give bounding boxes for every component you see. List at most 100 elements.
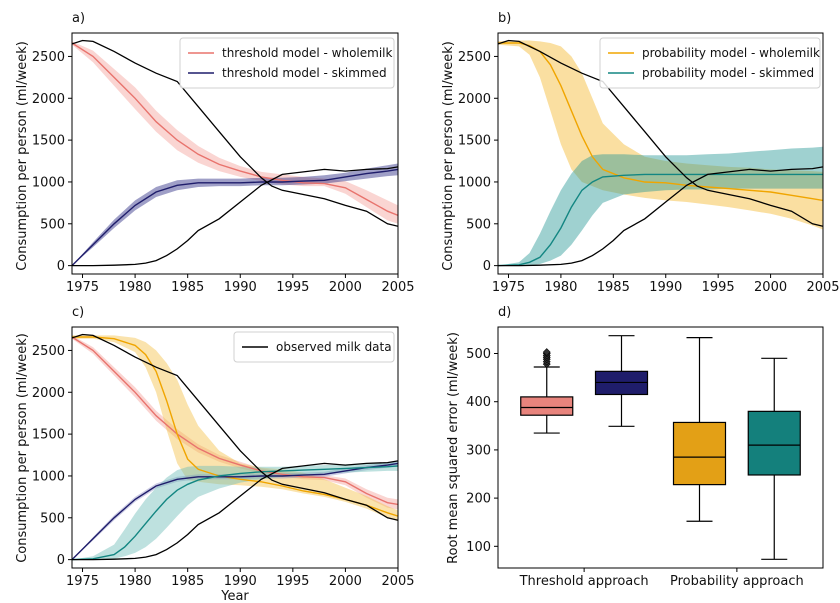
x-tick-label: 1985	[597, 280, 630, 295]
x-tick-label: 1990	[649, 280, 682, 295]
axes-frame	[497, 326, 824, 569]
series-3-line	[498, 166, 823, 267]
series-1-band	[72, 163, 398, 266]
series-0-line	[498, 42, 823, 202]
series-0-line	[72, 336, 398, 506]
x-tick-label: 1975	[492, 280, 525, 295]
box-body	[520, 396, 574, 416]
y-tick-label: 500	[466, 347, 491, 362]
box-3	[747, 357, 801, 560]
y-tick-label: 500	[40, 217, 65, 232]
x-tick-label: 1980	[544, 280, 577, 295]
y-tick-label: 500	[466, 217, 491, 232]
panel-a-label: a)	[72, 11, 85, 26]
panel-a: a) Consumption per person (ml/week) 1975…	[15, 11, 415, 295]
y-tick-label: 1500	[458, 134, 491, 149]
y-tick-label: 0	[57, 259, 65, 274]
series-3-band	[72, 461, 398, 560]
axes-frame	[71, 32, 399, 275]
series-5-line	[72, 460, 398, 561]
series-2-band	[72, 460, 398, 560]
legend-entry-label: observed milk data	[276, 340, 392, 354]
y-tick-label: 2000	[458, 92, 491, 107]
panel-b-label: b)	[498, 11, 511, 26]
x-tick-label: 2005	[381, 280, 414, 295]
series-0-band	[498, 40, 823, 230]
y-tick-label: 500	[40, 511, 65, 526]
x-tick-label: 2000	[754, 280, 787, 295]
box-body	[672, 421, 727, 486]
series-2-line	[498, 39, 823, 227]
y-tick-label: 2500	[32, 344, 65, 359]
x-tick-label: 2005	[806, 280, 839, 295]
panel-b: b) Consumption per person (ml/week) 1975…	[441, 11, 840, 295]
y-tick-label: 1500	[32, 134, 65, 149]
legend: threshold model - wholemilk threshold mod…	[179, 37, 395, 89]
box-2	[672, 337, 727, 522]
series-2-line	[72, 39, 398, 227]
panel-c-y-axis-label: Consumption per person (ml/week)	[15, 333, 30, 563]
x-tick-label: 1975	[66, 574, 99, 589]
axes-frame	[71, 326, 399, 569]
y-tick-label: 1000	[32, 175, 65, 190]
y-tick-label: 2000	[32, 92, 65, 107]
box-0	[520, 348, 574, 434]
y-tick-label: 2500	[458, 50, 491, 65]
y-tick-label: 0	[483, 259, 491, 274]
y-tick-label: 300	[466, 443, 491, 458]
panel-d: d) Root mean squared error (ml/week) 100…	[446, 305, 824, 589]
x-tick-label: 1985	[171, 574, 204, 589]
y-tick-label: 0	[57, 553, 65, 568]
legend-box	[179, 37, 395, 89]
legend-entry-label: threshold model - skimmed	[222, 66, 387, 80]
axes-frame	[497, 32, 824, 275]
series-1-line	[72, 168, 398, 267]
x-tick-label: 1985	[171, 280, 204, 295]
legend-box	[233, 331, 395, 363]
series-0-line	[72, 42, 398, 217]
x-tick-label: 1990	[224, 280, 257, 295]
plot-area	[72, 39, 398, 267]
x-tick-label: 1990	[224, 574, 257, 589]
y-tick-label: 400	[466, 395, 491, 410]
series-4-line	[72, 333, 398, 521]
x-tick-label: 2005	[381, 574, 414, 589]
legend: probability model - wholemilk probability…	[599, 37, 821, 89]
outlier-point	[542, 348, 551, 356]
x-tick-label: 2000	[329, 574, 362, 589]
legend-entry-label: probability model - wholemilk	[642, 46, 820, 60]
x-tick-label: 1995	[276, 574, 309, 589]
y-tick-label: 200	[466, 492, 491, 507]
series-0-band	[72, 335, 398, 510]
y-tick-label: 2000	[32, 386, 65, 401]
series-0-band	[72, 41, 398, 224]
plot-area	[498, 39, 823, 267]
y-tick-label: 100	[466, 540, 491, 555]
x-group-label: Probability approach	[670, 574, 804, 589]
series-3-line	[72, 465, 398, 561]
x-tick-label: 2000	[329, 280, 362, 295]
x-group-label: Threshold approach	[519, 574, 649, 589]
x-tick-label: 1980	[119, 574, 152, 589]
panel-c-label: c)	[72, 305, 84, 320]
series-1-line	[498, 173, 823, 267]
x-tick-label: 1980	[119, 280, 152, 295]
legend-entry-label: threshold model - wholemilk	[222, 46, 392, 60]
series-1-band	[72, 335, 398, 522]
panel-c-x-axis-label: Year	[220, 589, 249, 603]
panel-c: c) Consumption per person (ml/week) Year…	[15, 305, 415, 603]
plot-area	[72, 333, 398, 561]
legend-entry-label: probability model - skimmed	[642, 66, 814, 80]
panel-d-y-axis-label: Root mean squared error (ml/week)	[446, 332, 461, 564]
y-tick-label: 1000	[458, 175, 491, 190]
legend: observed milk data	[233, 331, 395, 363]
panel-a-y-axis-label: Consumption per person (ml/week)	[15, 41, 30, 271]
panel-b-y-axis-label: Consumption per person (ml/week)	[441, 41, 456, 271]
series-2-line	[72, 462, 398, 561]
box-body	[747, 410, 801, 476]
panel-d-label: d)	[498, 305, 511, 320]
series-1-band	[498, 146, 823, 266]
y-tick-label: 1500	[32, 428, 65, 443]
legend-box	[599, 37, 821, 89]
